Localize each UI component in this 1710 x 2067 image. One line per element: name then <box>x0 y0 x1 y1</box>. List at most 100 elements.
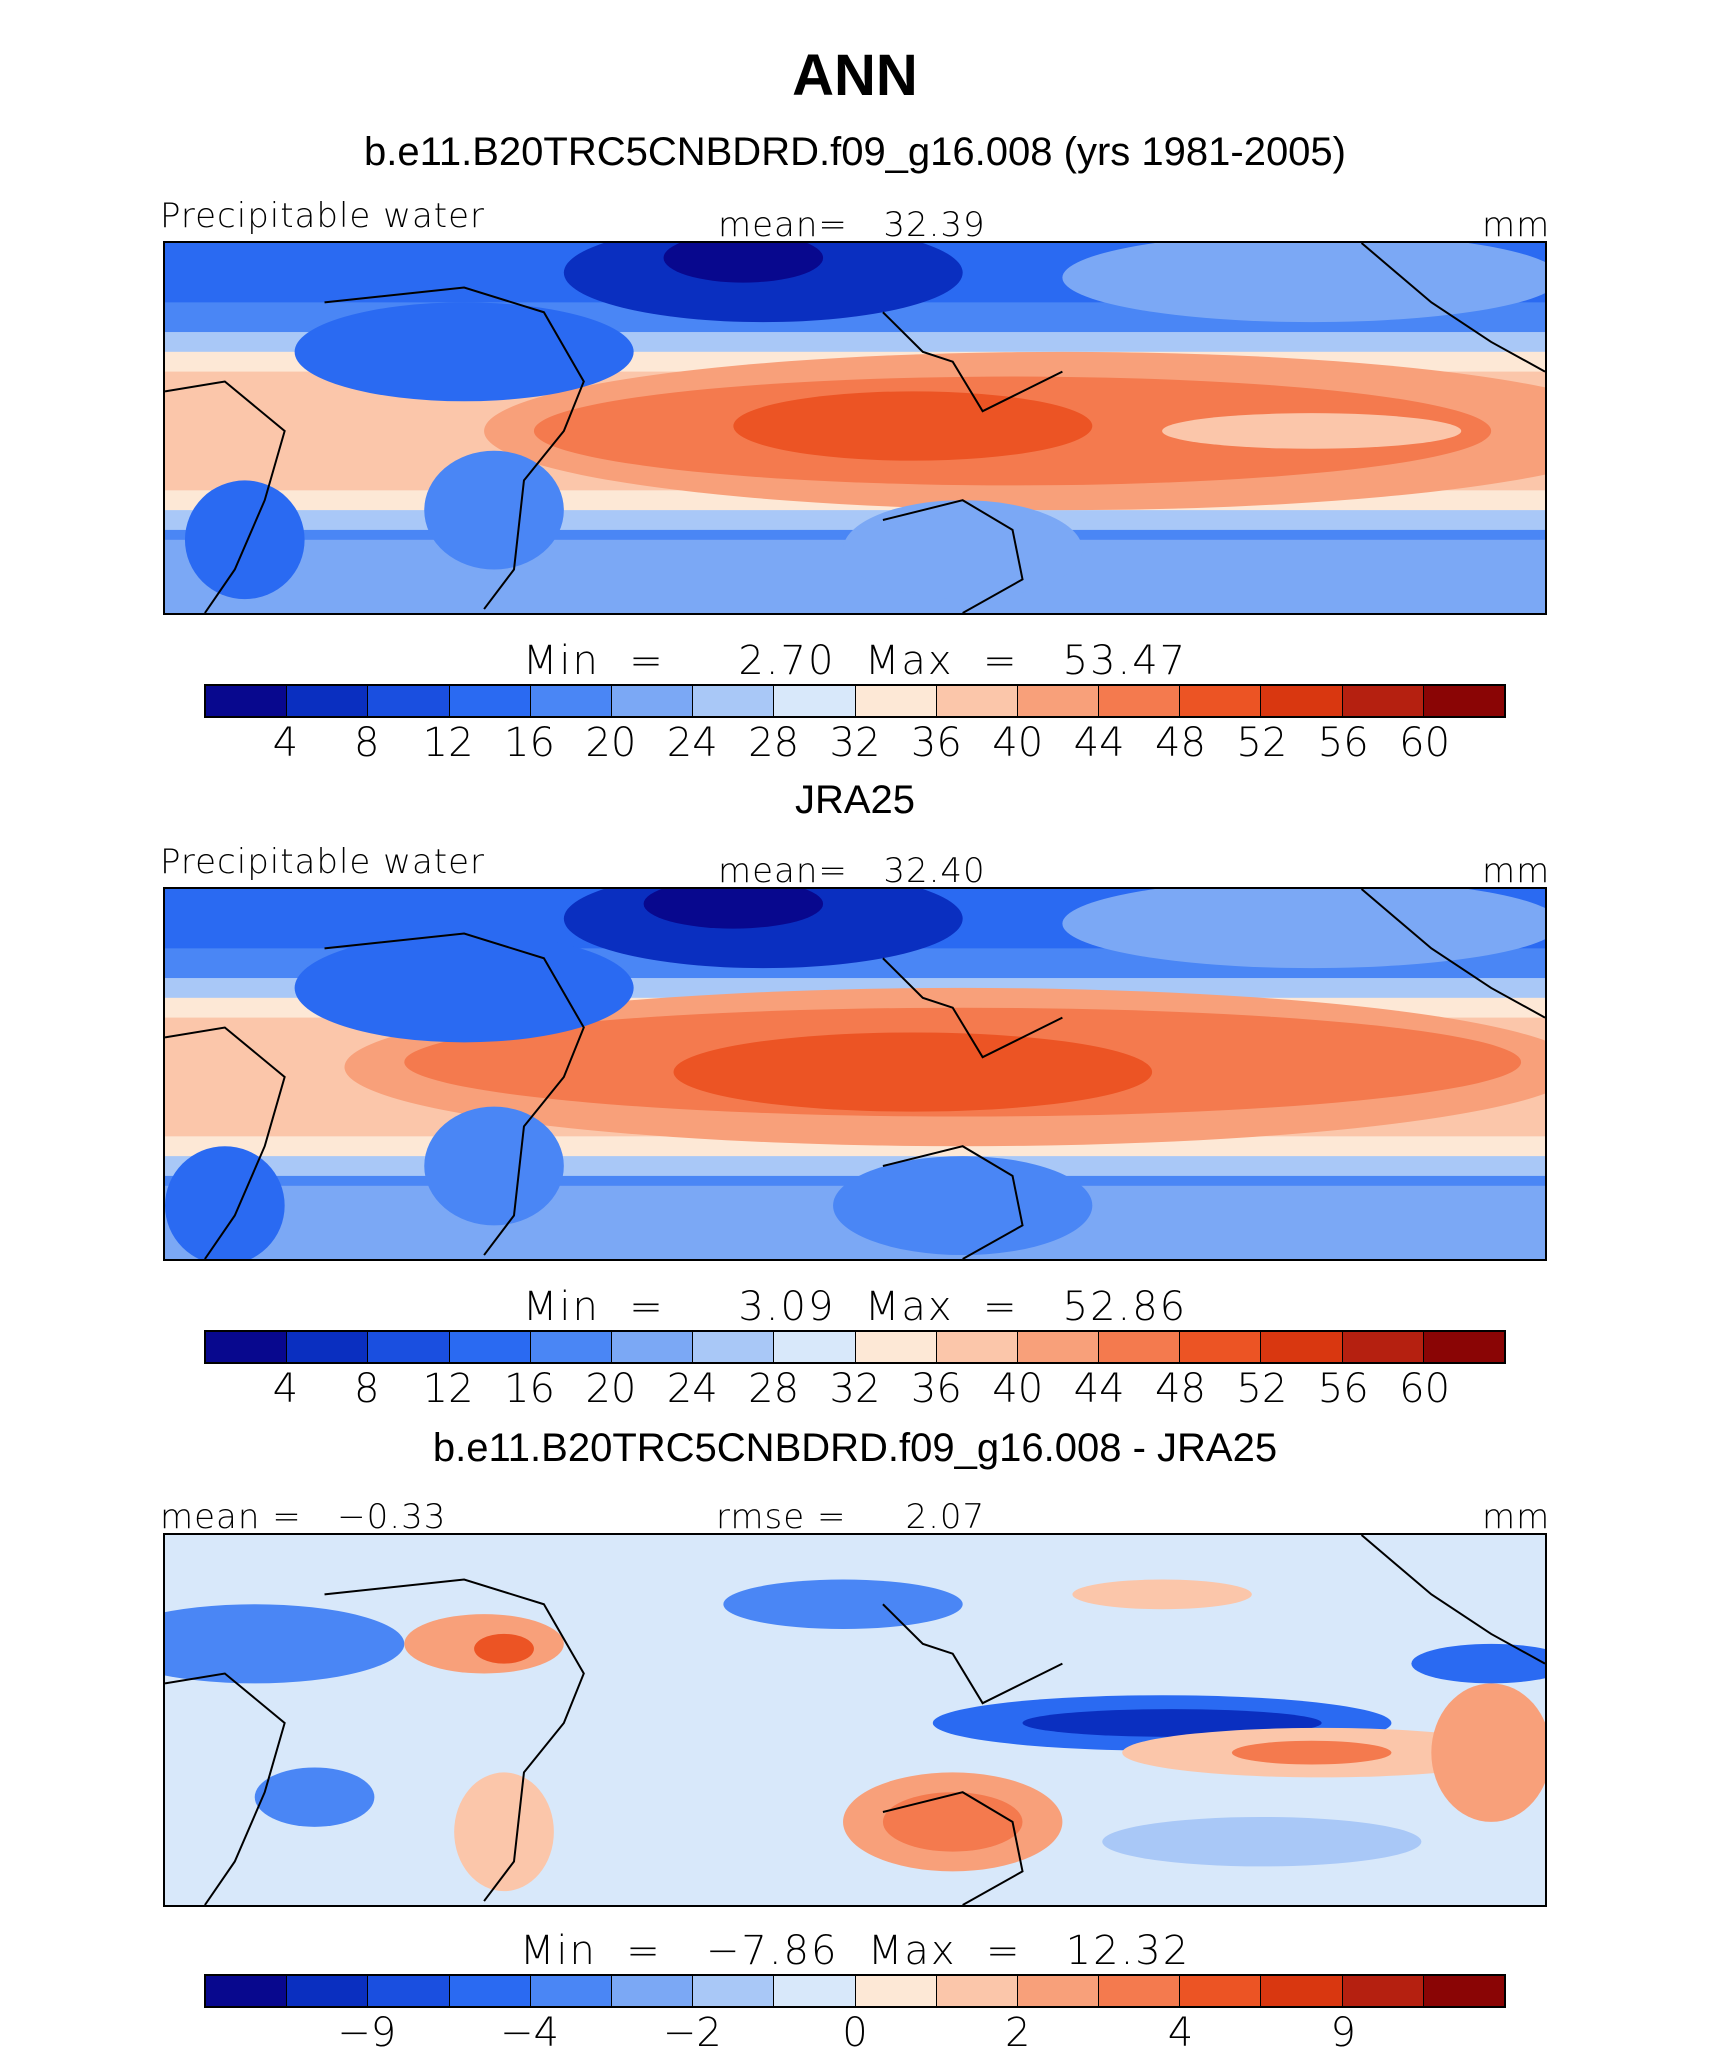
colorbar-swatch <box>1423 1976 1504 2006</box>
colorbar-swatch <box>1017 686 1100 716</box>
colorbar-swatch <box>936 1976 1018 2006</box>
colorbar-swatch <box>1342 1332 1424 1362</box>
panel-1-map <box>163 241 1547 615</box>
colorbar-tick-label: 24 <box>666 720 718 766</box>
colorbar-tick-label: 48 <box>1155 720 1206 766</box>
colorbar-swatch <box>1261 686 1343 716</box>
colorbar-tick-label: 9 <box>1330 2010 1356 2056</box>
colorbar-tick-label: 8 <box>354 720 380 766</box>
colorbar-tick-label: 44 <box>1073 720 1125 766</box>
colorbar-swatch <box>855 1976 937 2006</box>
colorbar-swatch <box>1017 1976 1100 2006</box>
colorbar-swatch <box>611 1976 694 2006</box>
colorbar-swatch <box>774 1332 856 1362</box>
colorbar-tick-label: −9 <box>337 2010 397 2056</box>
colorbar-tick-label: 52 <box>1236 720 1288 766</box>
panel-1-colorbar-ticks: 4 8 12 16 20 24 28 32 36 40 44 48 52 56 60 <box>204 720 1506 766</box>
colorbar-swatch <box>1261 1976 1343 2006</box>
colorbar-swatch <box>1423 686 1504 716</box>
figure-title: ANN <box>792 43 918 108</box>
colorbar-tick-label: 4 <box>272 1366 299 1412</box>
colorbar-swatch <box>936 1332 1018 1362</box>
colorbar-tick-label: 36 <box>910 1366 962 1412</box>
panel-3-colorbar <box>204 1974 1506 2008</box>
colorbar-tick-label: 60 <box>1399 720 1451 766</box>
colorbar-swatch <box>611 1332 694 1362</box>
colorbar-swatch <box>1261 1332 1343 1362</box>
colorbar-tick-label: 8 <box>354 1366 380 1412</box>
colorbar-swatch <box>530 686 612 716</box>
panel-2-colorbar-ticks: 4 8 12 16 20 24 28 32 36 40 44 48 52 56 60 <box>204 1366 1506 1412</box>
colorbar-swatch <box>855 686 937 716</box>
colorbar-swatch <box>1180 1976 1262 2006</box>
colorbar-swatch <box>936 686 1018 716</box>
panel-2-minmax: Min = 3.09 Max = 52.86 <box>522 1284 1188 1330</box>
colorbar-swatch <box>530 1332 612 1362</box>
colorbar-tick-label: 2 <box>1005 2010 1031 2056</box>
panel-1-units: mm <box>1482 205 1551 245</box>
colorbar-swatch <box>449 1976 531 2006</box>
colorbar-swatch <box>368 1976 450 2006</box>
panel-3-minmax: Min = −7.86 Max = 12.32 <box>519 1928 1191 1974</box>
colorbar-tick-label: 16 <box>504 1366 555 1412</box>
colorbar-swatch <box>1180 1332 1262 1362</box>
colorbar-swatch <box>1099 1976 1181 2006</box>
colorbar-tick-label: 32 <box>829 1366 881 1412</box>
colorbar-tick-label: 4 <box>1167 2010 1194 2056</box>
colorbar-swatch <box>206 1332 288 1362</box>
colorbar-tick-label: 36 <box>910 720 962 766</box>
colorbar-tick-label: 28 <box>748 720 800 766</box>
colorbar-swatch <box>693 686 775 716</box>
colorbar-tick-label: 20 <box>585 1366 637 1412</box>
colorbar-tick-label: 32 <box>829 720 881 766</box>
colorbar-tick-label: 16 <box>504 720 555 766</box>
colorbar-swatch <box>693 1976 775 2006</box>
colorbar-swatch <box>1017 1332 1100 1362</box>
colorbar-tick-label: 4 <box>272 720 299 766</box>
colorbar-tick-label: 40 <box>992 1366 1044 1412</box>
colorbar-tick-label: 60 <box>1399 1366 1451 1412</box>
panel-3-units: mm <box>1482 1497 1551 1537</box>
colorbar-swatch <box>1342 686 1424 716</box>
colorbar-tick-label: 24 <box>666 1366 718 1412</box>
panel-2-subtitle: JRA25 <box>794 778 916 822</box>
panel-2-mean-label: mean= 32.40 <box>718 851 986 891</box>
colorbar-swatch <box>530 1976 612 2006</box>
colorbar-tick-label: 48 <box>1155 1366 1206 1412</box>
colorbar-swatch <box>1423 1332 1504 1362</box>
colorbar-swatch <box>693 1332 775 1362</box>
colorbar-swatch <box>1342 1976 1424 2006</box>
colorbar-tick-label: 56 <box>1317 720 1369 766</box>
colorbar-swatch <box>774 1976 856 2006</box>
colorbar-swatch <box>287 686 369 716</box>
colorbar-tick-label: 40 <box>992 720 1044 766</box>
colorbar-swatch <box>206 1976 288 2006</box>
colorbar-swatch <box>1180 686 1262 716</box>
colorbar-swatch <box>1099 1332 1181 1362</box>
panel-3-subtitle: b.e11.B20TRC5CNBDRD.f09_g16.008 - JRA25 <box>432 1426 1278 1470</box>
colorbar-swatch <box>206 686 288 716</box>
panel-3-mean-label: mean = −0.33 <box>160 1497 447 1537</box>
colorbar-tick-label: 56 <box>1317 1366 1369 1412</box>
panel-1-colorbar <box>204 684 1506 718</box>
panel-3-map <box>163 1533 1547 1907</box>
panel-2-colorbar <box>204 1330 1506 1364</box>
colorbar-swatch <box>449 1332 531 1362</box>
colorbar-tick-label: 28 <box>748 1366 800 1412</box>
colorbar-swatch <box>287 1976 369 2006</box>
colorbar-tick-label: 20 <box>585 720 637 766</box>
panel-1-subtitle: b.e11.B20TRC5CNBDRD.f09_g16.008 (yrs 198… <box>363 130 1346 174</box>
panel-3-colorbar-ticks: −9 −4 −2 0 2 4 9 <box>204 2010 1506 2056</box>
colorbar-tick-label: −4 <box>500 2010 559 2056</box>
colorbar-tick-label: 12 <box>422 720 474 766</box>
panel-1-variable-label: Precipitable water <box>160 196 486 236</box>
colorbar-tick-label: 0 <box>842 2010 868 2056</box>
colorbar-swatch <box>287 1332 369 1362</box>
panel-2-units: mm <box>1482 851 1551 891</box>
panel-1-minmax: Min = 2.70 Max = 53.47 <box>522 638 1188 684</box>
colorbar-swatch <box>774 686 856 716</box>
colorbar-tick-label: 44 <box>1073 1366 1125 1412</box>
colorbar-swatch <box>368 686 450 716</box>
colorbar-swatch <box>611 686 694 716</box>
panel-1-mean-label: mean= 32.39 <box>718 205 986 245</box>
